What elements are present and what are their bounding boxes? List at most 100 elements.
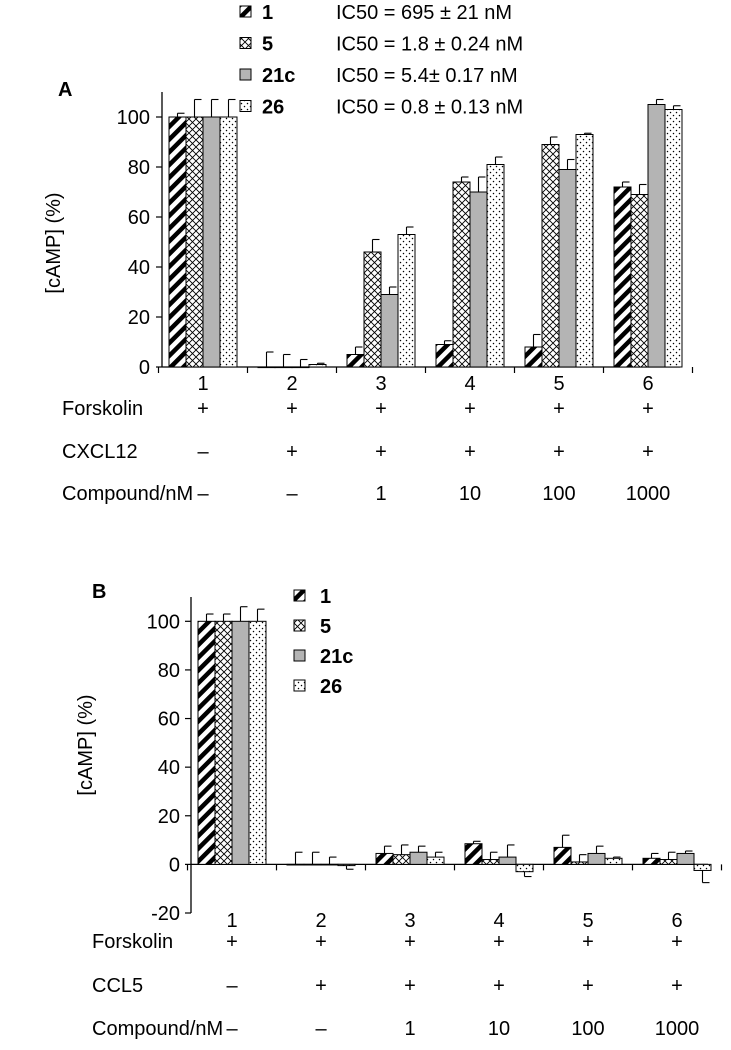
panel-a-row-value: 1 xyxy=(375,483,386,505)
panel-b-bar-series-21c-cat-6 xyxy=(676,852,695,865)
panel-b-bar-series-5-cat-6 xyxy=(659,859,678,865)
panel-a-legend-name: 1 xyxy=(262,2,273,24)
panel-b-row-value: + xyxy=(493,975,505,997)
panel-a-bar-series-1-cat-4 xyxy=(435,344,454,368)
panel-a-row-value: + xyxy=(464,398,476,420)
panel-a-bar-series-1-cat-6 xyxy=(613,186,632,368)
panel-a-category-label: 6 xyxy=(642,373,653,395)
panel-a-bar-series-21c-cat-6 xyxy=(647,104,666,368)
panel-a-bar-series-5-cat-4 xyxy=(452,181,471,368)
panel-b-row-label: Compound/nM xyxy=(92,1018,223,1040)
panel-b-legend-name: 1 xyxy=(320,586,331,608)
panel-b-bar-series-26-cat-5 xyxy=(604,857,623,865)
panel-a-bar-series-26-cat-1 xyxy=(219,116,238,368)
panel-a-legend-name: 5 xyxy=(262,34,273,56)
panel-a-y-axis-label: [cAMP] (%) xyxy=(43,192,65,293)
panel-b-row-value: + xyxy=(404,975,416,997)
panel-b-y-tick-label: 100 xyxy=(147,611,180,633)
panel-b-category-label: 4 xyxy=(493,910,504,932)
panel-a-bar-series-5-cat-3 xyxy=(363,251,382,368)
panel-a-row-value: + xyxy=(553,441,565,463)
panel-b-bar-series-21c-cat-4 xyxy=(498,856,517,865)
panel-b-legend-swatch-1 xyxy=(293,589,306,602)
panel-b-row-value: + xyxy=(671,931,683,953)
panel-a-row-label: Compound/nM xyxy=(62,483,193,505)
panel-b-row-value: + xyxy=(493,931,505,953)
panel-b: B [cAMP] (%) -20 0 20 40 60 80 100 1 2 3 4 5 6 Forsko… xyxy=(75,581,723,1040)
panel-b-y-axis-label: [cAMP] (%) xyxy=(75,694,97,795)
panel-a-bar-series-21c-cat-1 xyxy=(202,116,221,368)
panel-b-bar-series-21c-cat-1 xyxy=(231,620,250,865)
panel-b-bar-series-26-cat-3 xyxy=(426,856,445,865)
panel-b-y-tick-label: 20 xyxy=(158,806,180,828)
panel-b-legend-name: 21c xyxy=(320,646,353,668)
panel-b-bar-series-26-cat-4 xyxy=(515,863,534,873)
panel-a-row-value: – xyxy=(286,483,298,505)
panel-a-row-value: + xyxy=(464,441,476,463)
panel-a-legend-swatch-26 xyxy=(239,100,252,112)
panel-a-row-value: 10 xyxy=(459,483,481,505)
panel-b-y-tick-label: 80 xyxy=(158,660,180,682)
panel-b-bar-series-5-cat-5 xyxy=(570,861,589,865)
panel-b-y-tick-label: -20 xyxy=(151,903,180,925)
panel-a-category-label: 1 xyxy=(197,373,208,395)
panel-b-row-value: + xyxy=(226,931,238,953)
panel-b-bar-series-21c-cat-5 xyxy=(587,852,606,865)
panel-b-row-value: + xyxy=(582,975,594,997)
panel-b-category-label: 3 xyxy=(404,910,415,932)
panel-b-category-label: 2 xyxy=(315,910,326,932)
panel-a-row-value: + xyxy=(375,441,387,463)
panel-a-bar-series-26-cat-4 xyxy=(486,164,505,368)
panel-a: A [cAMP] (%) 0 20 40 60 80 100 1 2 3 4 5 6 Forskolin… xyxy=(43,2,694,505)
panel-a-category-label: 5 xyxy=(553,373,564,395)
panel-b-bar-series-1-cat-6 xyxy=(642,857,661,865)
panel-a-bar-series-21c-cat-2 xyxy=(291,366,310,369)
panel-b-row-value: – xyxy=(315,1018,327,1040)
panel-a-category-label: 3 xyxy=(375,373,386,395)
panel-a-row-value: + xyxy=(642,398,654,420)
panel-b-category-label: 6 xyxy=(671,910,682,932)
panel-a-row-value: + xyxy=(197,398,209,420)
panel-b-category-label: 1 xyxy=(226,910,237,932)
panel-b-bar-series-1-cat-1 xyxy=(197,620,216,865)
panel-a-bar-series-21c-cat-4 xyxy=(469,191,488,368)
panel-a-bar-series-5-cat-6 xyxy=(630,194,649,368)
panel-a-row-label: CXCL12 xyxy=(62,441,138,463)
panel-a-bar-series-26-cat-6 xyxy=(664,109,683,368)
panel-b-bar-series-5-cat-1 xyxy=(214,620,233,865)
panel-b-legend-swatch-21c xyxy=(293,649,306,662)
panel-a-y-tick-label: 20 xyxy=(128,307,150,329)
panel-b-row-value: 100 xyxy=(571,1018,604,1040)
panel-a-category-label: 2 xyxy=(286,373,297,395)
panel-a-row-value: + xyxy=(553,398,565,420)
panel-a-legend-ic50: IC50 = 0.8 ± 0.13 nM xyxy=(336,97,523,119)
panel-a-row-value: + xyxy=(286,398,298,420)
panel-a-y-tick-label: 0 xyxy=(139,357,150,379)
panel-a-bar-series-1-cat-5 xyxy=(524,346,543,368)
panel-a-y-tick-label: 60 xyxy=(128,207,150,229)
panel-a-row-label: Forskolin xyxy=(62,398,143,420)
panel-b-row-label: CCL5 xyxy=(92,975,143,997)
panel-a-row-value: 100 xyxy=(542,483,575,505)
panel-b-bar-series-1-cat-5 xyxy=(553,846,572,865)
panel-a-row-value: + xyxy=(642,441,654,463)
panel-a-bar-series-1-cat-2 xyxy=(257,366,276,369)
panel-b-row-value: – xyxy=(226,975,238,997)
panel-a-bar-series-5-cat-1 xyxy=(185,116,204,368)
panel-a-row-value: – xyxy=(197,441,209,463)
panel-a-legend-name: 21c xyxy=(262,65,295,87)
panel-a-legend-swatch-5 xyxy=(239,37,252,49)
panel-b-bar-series-5-cat-4 xyxy=(481,859,500,865)
panel-a-legend-swatch-1 xyxy=(239,5,252,18)
panel-b-row-label: Forskolin xyxy=(92,931,173,953)
panel-b-row-value: 10 xyxy=(488,1018,510,1040)
panel-a-legend-ic50: IC50 = 5.4± 0.17 nM xyxy=(336,65,518,87)
panel-b-y-tick-label: 40 xyxy=(158,757,180,779)
panel-a-bar-series-1-cat-1 xyxy=(168,116,187,368)
panel-b-bar-series-26-cat-1 xyxy=(248,620,267,865)
panel-b-bar-series-26-cat-2 xyxy=(337,863,356,867)
panel-b-bar-series-21c-cat-2 xyxy=(320,863,339,866)
panel-b-row-value: + xyxy=(404,931,416,953)
panel-a-bar-series-5-cat-2 xyxy=(274,366,293,369)
panel-b-bar-series-5-cat-2 xyxy=(303,863,322,866)
